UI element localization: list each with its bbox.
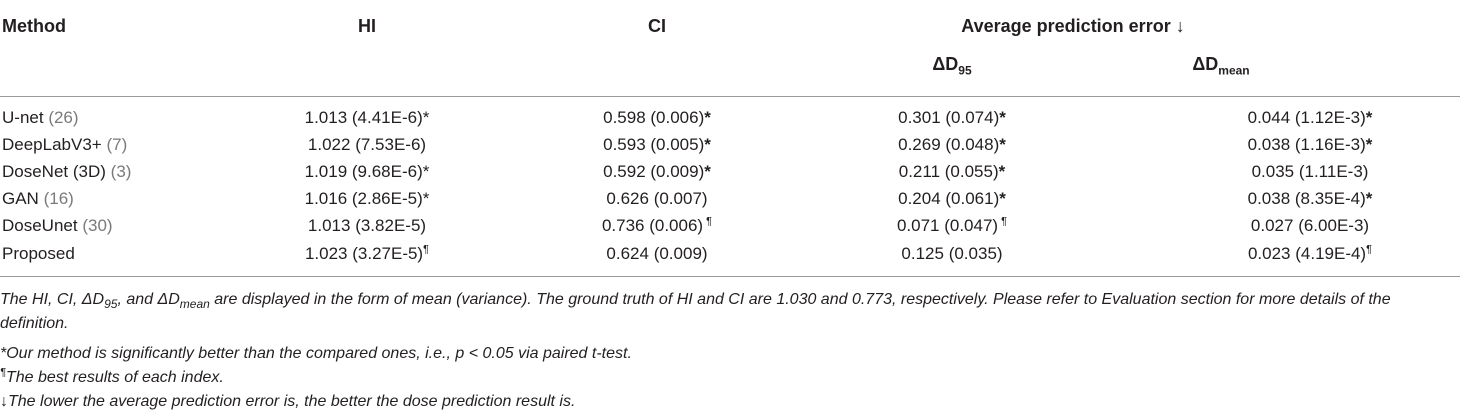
cell-value: 0.301 (0.074) bbox=[898, 108, 1000, 127]
cell-value: 0.593 (0.005) bbox=[603, 135, 705, 154]
cell-hi: 1.013 (3.82E-5) bbox=[308, 216, 426, 236]
header-hi: HI bbox=[358, 16, 376, 36]
significance-mark: * bbox=[1365, 189, 1373, 208]
cell-d95: 0.269 (0.048)* bbox=[898, 135, 1006, 155]
significance-mark: * bbox=[422, 189, 430, 208]
cell-d95: 0.071 (0.047) ¶ bbox=[897, 216, 1007, 236]
header-average-prediction-error: Average prediction error ↓ bbox=[961, 16, 1185, 36]
best-result-mark: ¶ bbox=[1366, 243, 1373, 256]
significance-mark: * bbox=[1365, 108, 1373, 127]
method-name: DoseNet (3D) bbox=[2, 162, 106, 181]
cell-value: 0.038 (8.35E-4) bbox=[1247, 189, 1366, 208]
cell-dmean: 0.035 (1.11E-3) bbox=[1252, 162, 1369, 182]
cell-value: 1.013 (4.41E-6) bbox=[304, 108, 423, 127]
row-method: U-net (26) bbox=[2, 108, 79, 128]
cell-value: 0.269 (0.048) bbox=[898, 135, 1000, 154]
cell-value: 0.204 (0.061) bbox=[898, 189, 1000, 208]
significance-mark: * bbox=[999, 108, 1006, 127]
significance-mark: * bbox=[422, 162, 430, 181]
table-bottom-divider bbox=[0, 276, 1460, 277]
cell-d95: 0.211 (0.055)* bbox=[899, 162, 1006, 182]
cell-value: 0.598 (0.006) bbox=[603, 108, 705, 127]
row-method: Proposed bbox=[2, 244, 75, 264]
cell-d95: 0.301 (0.074)* bbox=[898, 108, 1006, 128]
best-result-mark: ¶ bbox=[423, 243, 430, 256]
cell-dmean: 0.038 (8.35E-4)* bbox=[1248, 189, 1373, 209]
cell-value: 0.624 (0.009) bbox=[606, 244, 708, 263]
cell-value: 0.592 (0.009) bbox=[603, 162, 705, 181]
cell-value: 0.211 (0.055) bbox=[898, 162, 999, 181]
footnote-lower-better: ↓The lower the average prediction error … bbox=[0, 393, 576, 410]
method-name: Proposed bbox=[2, 244, 75, 263]
cell-value: 0.736 (0.006) bbox=[601, 216, 704, 235]
cell-value: 0.027 (6.00E-3) bbox=[1250, 216, 1370, 235]
header-ci: CI bbox=[648, 16, 666, 36]
cell-value: 0.038 (1.16E-3) bbox=[1247, 135, 1366, 154]
reference-citation[interactable]: (16) bbox=[43, 189, 74, 208]
cell-ci: 0.593 (0.005)* bbox=[603, 135, 711, 155]
cell-ci: 0.592 (0.009)* bbox=[603, 162, 711, 182]
cell-value: 1.019 (9.68E-6) bbox=[304, 162, 423, 181]
cell-hi: 1.019 (9.68E-6)* bbox=[305, 162, 430, 182]
cell-value: 1.022 (7.53E-6) bbox=[307, 135, 427, 154]
significance-mark: * bbox=[999, 135, 1006, 154]
significance-mark: * bbox=[998, 162, 1006, 181]
cell-value: 1.013 (3.82E-5) bbox=[307, 216, 427, 235]
cell-value: 0.035 (1.11E-3) bbox=[1251, 162, 1369, 181]
cell-hi: 1.013 (4.41E-6)* bbox=[305, 108, 430, 128]
cell-ci: 0.598 (0.006)* bbox=[603, 108, 711, 128]
significance-mark: * bbox=[704, 135, 711, 154]
row-method: DeepLabV3+ (7) bbox=[2, 135, 127, 155]
significance-mark: * bbox=[1365, 135, 1373, 154]
cell-d95: 0.204 (0.061)* bbox=[898, 189, 1006, 209]
cell-ci: 0.626 (0.007) bbox=[606, 189, 707, 209]
significance-mark: * bbox=[999, 189, 1006, 208]
best-result-mark: ¶ bbox=[703, 215, 713, 228]
header-delta-d95: ΔD95 bbox=[932, 54, 972, 78]
reference-citation[interactable]: (3) bbox=[110, 162, 132, 181]
cell-value: 0.071 (0.047) bbox=[896, 216, 999, 235]
cell-value: 0.125 (0.035) bbox=[901, 244, 1003, 263]
row-method: GAN (16) bbox=[2, 189, 74, 209]
cell-dmean: 0.027 (6.00E-3) bbox=[1251, 216, 1369, 236]
significance-mark: * bbox=[422, 108, 430, 127]
cell-ci: 0.736 (0.006) ¶ bbox=[602, 216, 712, 236]
cell-hi: 1.016 (2.86E-5)* bbox=[305, 189, 430, 209]
cell-dmean: 0.044 (1.12E-3)* bbox=[1248, 108, 1373, 128]
reference-citation[interactable]: (26) bbox=[48, 108, 79, 127]
reference-citation[interactable]: (7) bbox=[106, 135, 128, 154]
row-method: DoseUnet (30) bbox=[2, 216, 113, 236]
best-result-mark: ¶ bbox=[998, 215, 1008, 228]
method-name: U-net bbox=[2, 108, 44, 127]
cell-hi: 1.023 (3.27E-5)¶ bbox=[305, 244, 429, 264]
method-name: DeepLabV3+ bbox=[2, 135, 102, 154]
cell-d95: 0.125 (0.035) bbox=[901, 244, 1002, 264]
cell-hi: 1.022 (7.53E-6) bbox=[308, 135, 426, 155]
cell-value: 0.044 (1.12E-3) bbox=[1247, 108, 1366, 127]
cell-value: 1.023 (3.27E-5) bbox=[304, 244, 424, 263]
significance-mark: * bbox=[704, 162, 711, 181]
header-method: Method bbox=[2, 16, 66, 36]
cell-value: 1.016 (2.86E-5) bbox=[304, 189, 423, 208]
header-divider bbox=[0, 96, 1460, 97]
significance-mark: * bbox=[704, 108, 711, 127]
cell-dmean: 0.023 (4.19E-4)¶ bbox=[1248, 244, 1372, 264]
cell-dmean: 0.038 (1.16E-3)* bbox=[1248, 135, 1373, 155]
cell-ci: 0.624 (0.009) bbox=[606, 244, 707, 264]
footnote-definition: The HI, CI, ΔD95, and ΔDmean are display… bbox=[0, 291, 1391, 332]
reference-citation[interactable]: (30) bbox=[82, 216, 113, 235]
cell-value: 0.626 (0.007) bbox=[606, 189, 708, 208]
footnote-significance: *Our method is significantly better than… bbox=[0, 345, 632, 362]
method-name: GAN bbox=[2, 189, 39, 208]
row-method: DoseNet (3D) (3) bbox=[2, 162, 131, 182]
header-delta-dmean: ΔDmean bbox=[1192, 54, 1250, 78]
footnote-best: ¶The best results of each index. bbox=[0, 366, 224, 386]
cell-value: 0.023 (4.19E-4) bbox=[1247, 244, 1367, 263]
method-name: DoseUnet bbox=[2, 216, 78, 235]
